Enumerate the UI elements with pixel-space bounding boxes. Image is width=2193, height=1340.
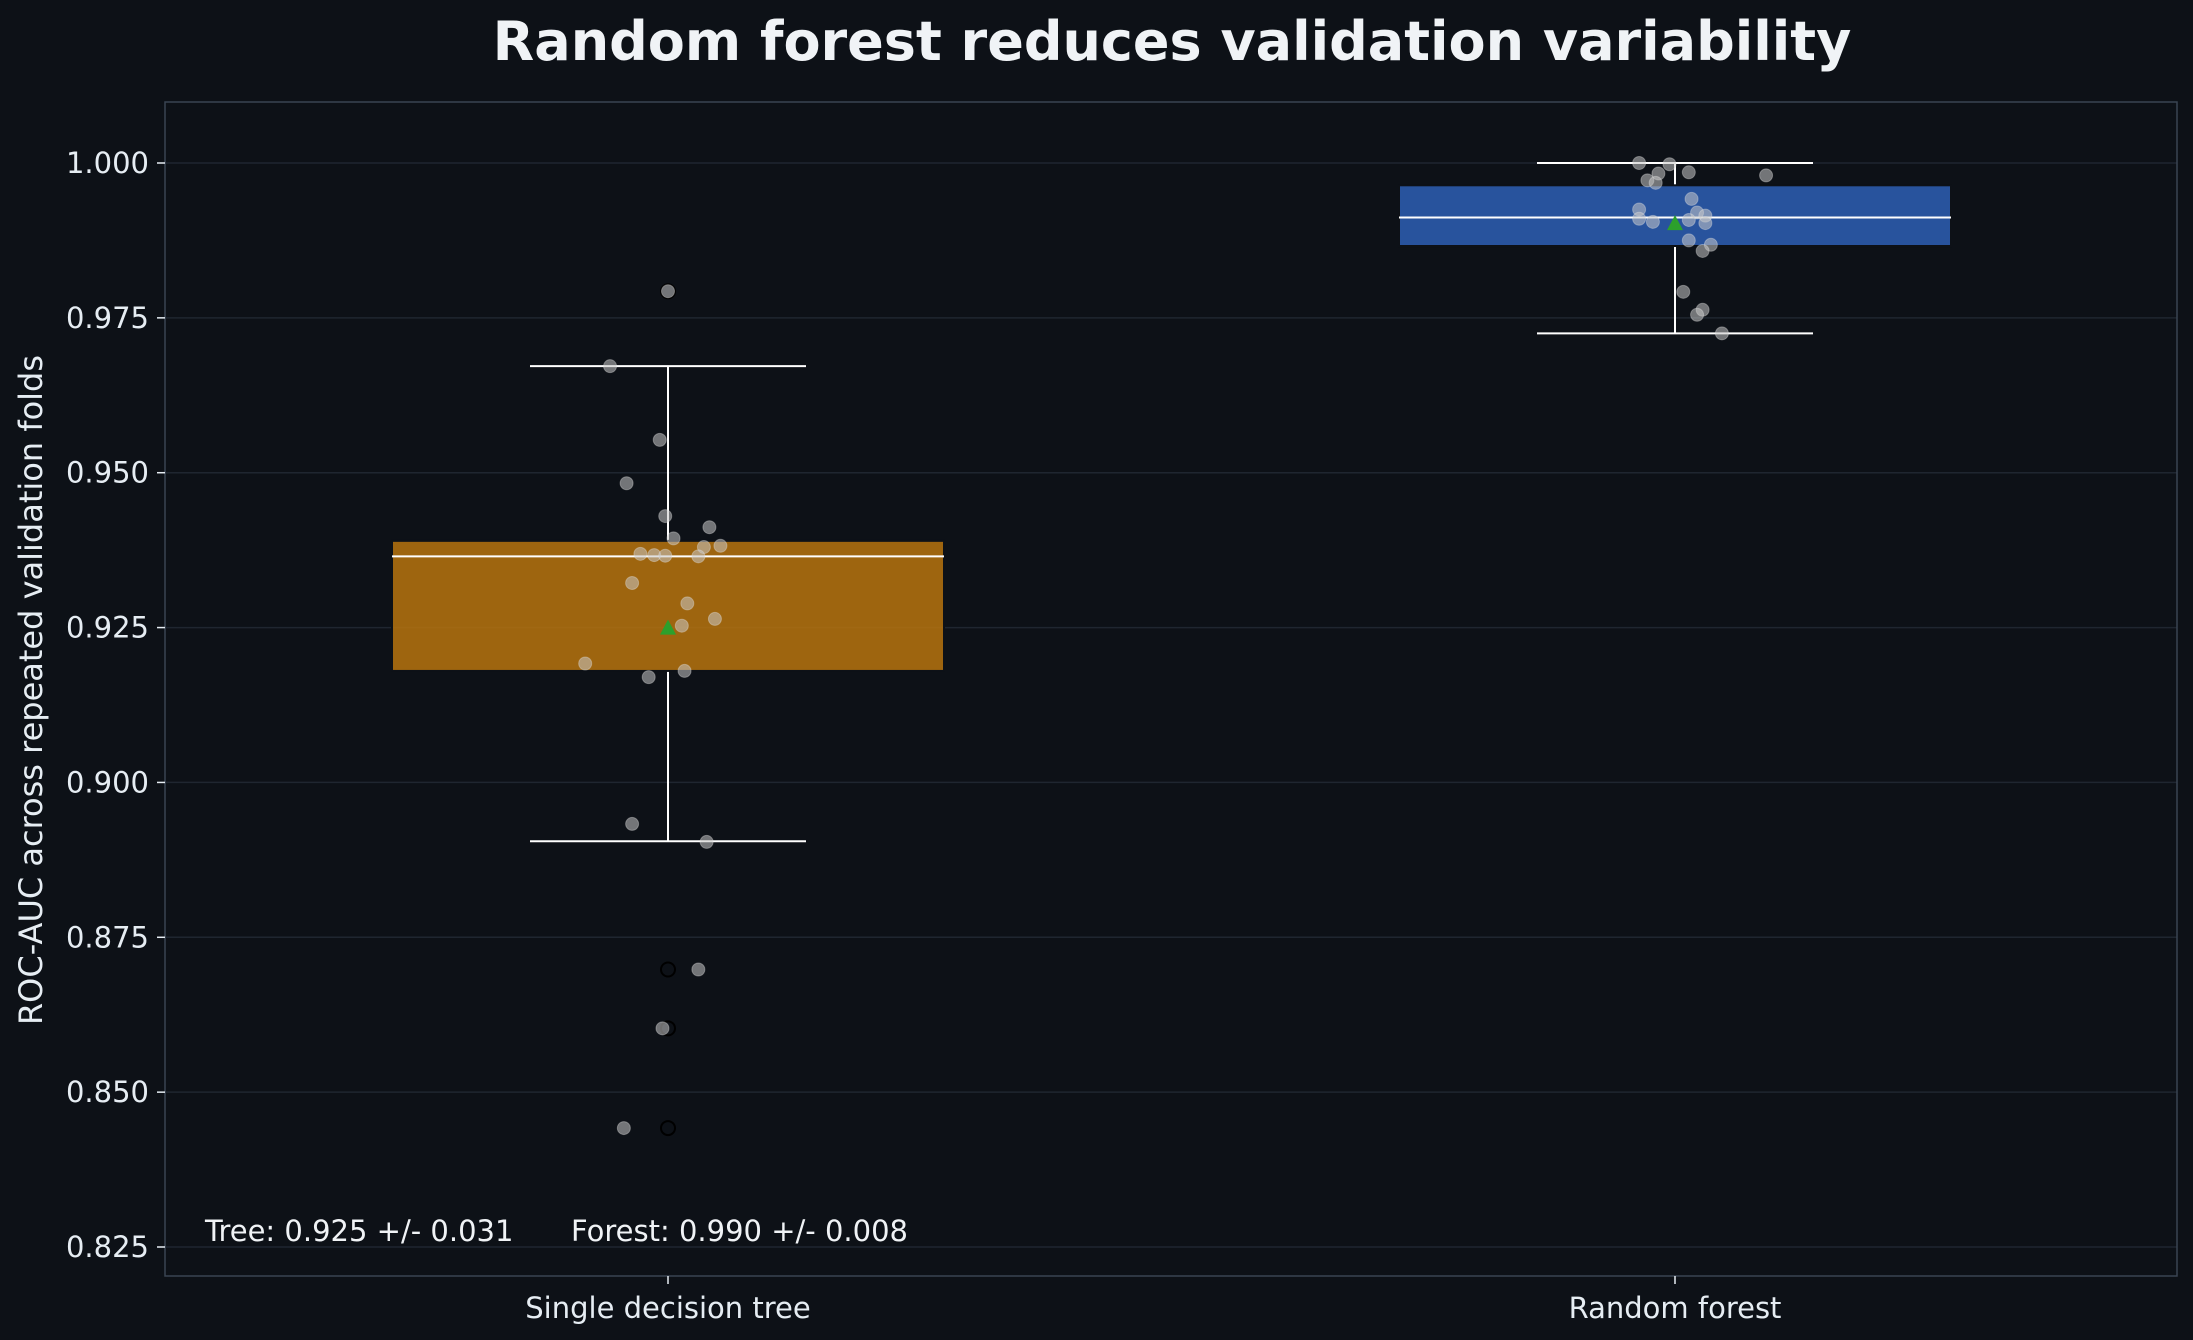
plot-area-frame: [164, 101, 2178, 1277]
tree-data-point-3: [619, 476, 634, 491]
tree-data-point-16: [674, 618, 689, 633]
gridlines: [165, 162, 2177, 1248]
tree-data-point-1: [603, 359, 618, 374]
forest-mean-marker: [1667, 215, 1683, 231]
tree-data-point-20: [625, 816, 640, 831]
tree-data-point-21: [699, 834, 714, 849]
forest-data-point-14: [1698, 216, 1713, 231]
forest-data-point-17: [1695, 243, 1710, 258]
tree-data-point-23: [655, 1021, 670, 1036]
tree-data-point-11: [658, 548, 673, 563]
forest-data-point-13: [1645, 214, 1660, 229]
forest-data-point-0: [1632, 156, 1647, 170]
y-tick-label-6: 0.975: [66, 301, 149, 335]
forest-data-point-12: [1681, 212, 1696, 227]
x-tick-label-0: Single decision tree: [525, 1291, 810, 1325]
tree-data-point-13: [625, 575, 640, 590]
tree-outlier-3: [660, 283, 676, 300]
tree-data-point-14: [680, 596, 695, 611]
y-axis-ticks: 0.825 0.850 0.875 0.900 0.925 0.950 0.975 1.000: [66, 146, 165, 1264]
forest-data-point-6: [1648, 175, 1663, 190]
x-tick-label-1: Random forest: [1569, 1291, 1782, 1325]
y-axis-label: ROC-AUC across repeated validation folds: [12, 355, 50, 1025]
tree-data-point-24: [616, 1121, 631, 1136]
y-tick-label-3: 0.900: [66, 765, 149, 799]
tree-data-point-7: [713, 538, 728, 553]
tree-box: [391, 539, 945, 672]
forest-data-point-15: [1681, 233, 1696, 248]
forest-data-point-7: [1684, 191, 1699, 206]
tree-data-point-15: [707, 611, 722, 626]
forest-data-point-2: [1681, 165, 1696, 180]
tree-data-point-12: [691, 549, 706, 564]
y-tick-label-1: 0.850: [66, 1075, 149, 1109]
annotation-forest-stats: Forest: 0.990 +/- 0.008: [571, 1214, 908, 1248]
tree-data-point-18: [677, 663, 692, 678]
tree-data-point-5: [702, 520, 717, 535]
y-tick-label-4: 0.925: [66, 611, 149, 645]
forest-data-point-18: [1676, 284, 1691, 299]
y-tick-label-2: 0.875: [66, 920, 149, 954]
point-group: [578, 156, 1774, 1136]
forest-data-point-21: [1714, 326, 1729, 341]
chart-title: Random forest reduces validation variabi…: [493, 10, 1852, 73]
tree-data-point-0: [661, 284, 675, 299]
y-tick-label-7: 1.000: [66, 146, 149, 180]
tree-outlier-0: [660, 1120, 676, 1137]
tree-mean-marker: [660, 619, 676, 635]
tree-data-point-17: [578, 656, 593, 671]
tree-data-point-9: [633, 546, 648, 561]
box-group: [391, 162, 1952, 1137]
forest-data-point-4: [1759, 168, 1774, 183]
forest-data-point-1: [1662, 157, 1677, 172]
tree-data-point-2: [652, 432, 667, 447]
y-tick-label-0: 0.825: [66, 1230, 149, 1264]
annotation-tree-stats: Tree: 0.925 +/- 0.031: [204, 1214, 513, 1248]
x-axis-ticks: Single decision tree Random forest: [525, 1276, 1781, 1325]
tree-data-point-19: [641, 670, 656, 685]
forest-data-point-20: [1690, 307, 1705, 322]
tree-data-point-22: [691, 962, 706, 977]
tree-outlier-2: [660, 961, 676, 978]
forest-data-point-11: [1632, 211, 1647, 226]
tree-data-point-4: [658, 509, 673, 524]
tree-data-point-6: [666, 531, 681, 546]
y-tick-label-5: 0.950: [66, 456, 149, 490]
